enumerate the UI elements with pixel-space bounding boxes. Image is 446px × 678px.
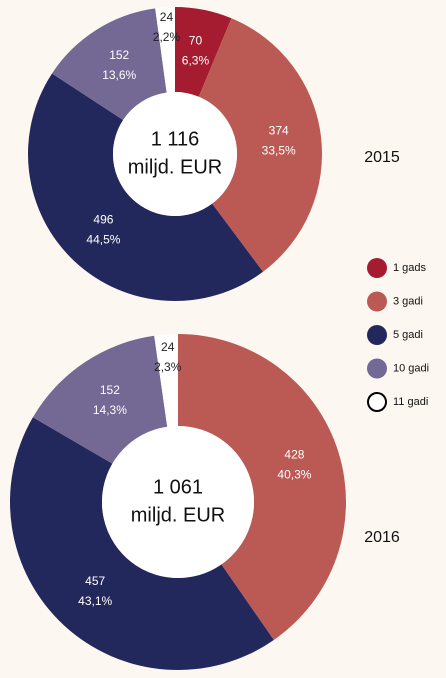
legend-label: 10 gadi [393,362,429,374]
donut-hole [102,426,254,578]
donut-slice [178,334,346,640]
legend-swatch [367,358,387,379]
legend-label: 1 gads [393,262,427,274]
slice-value-label: 496 [93,212,113,226]
legend-label: 11 gadi [393,396,428,408]
donut-hole [113,92,237,216]
legend-swatch [367,392,387,412]
year-label: 2015 [364,149,400,166]
donut-slice [27,73,264,301]
slice-value-label: 152 [100,383,120,397]
total-label: 1 116 [151,128,200,150]
slice-value-label: 24 [161,340,175,354]
legend-label: 5 gadi [393,329,423,341]
donut-slice [198,18,322,272]
slice-value-label: 152 [109,48,129,62]
slice-value-label: 70 [189,34,203,48]
donut-slice [9,417,274,671]
slice-percent-label: 2,2% [153,30,181,44]
slice-value-label: 374 [269,123,289,137]
legend-swatch [367,258,387,278]
legend-label: 3 gadi [393,295,423,307]
donut-slice [32,335,168,464]
slice-percent-label: 6,3% [182,54,210,68]
donut-slice [175,7,232,97]
slice-value-label: 24 [160,10,174,24]
donut-slice [155,7,175,93]
unit-label: miljd. EUR [131,504,225,526]
unit-label: miljd. EUR [128,156,222,178]
legend-swatch [367,325,387,345]
slice-percent-label: 33,5% [262,143,296,157]
slice-percent-label: 2,3% [154,360,182,374]
slice-percent-label: 14,3% [93,403,127,417]
slice-percent-label: 43,1% [78,594,112,608]
slice-percent-label: 13,6% [102,68,136,82]
total-label: 1 061 [153,476,203,498]
slice-percent-label: 44,5% [86,232,120,246]
slice-percent-label: 40,3% [277,468,311,482]
slice-value-label: 428 [284,448,304,462]
slice-value-label: 457 [85,574,105,588]
donut-slice [52,8,167,121]
year-label: 2016 [364,529,400,546]
donut-slice [154,334,178,427]
legend-swatch [367,291,387,312]
